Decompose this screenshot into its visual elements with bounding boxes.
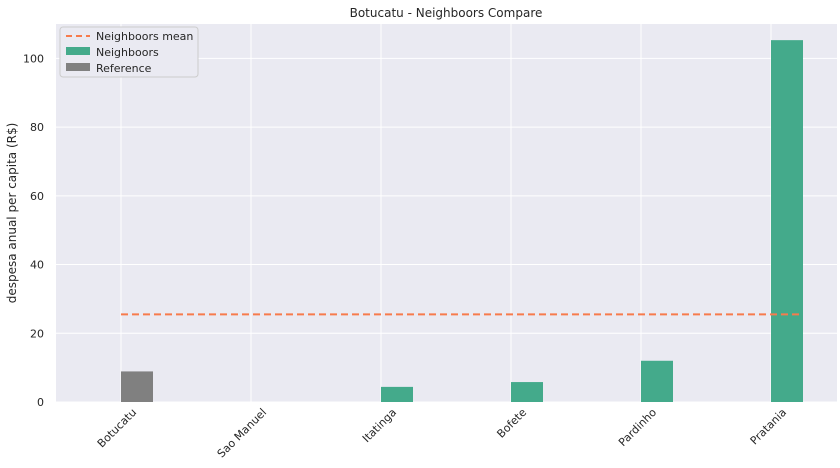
legend-reference-label: Reference bbox=[96, 62, 152, 75]
y-tick-label: 100 bbox=[23, 52, 44, 65]
x-tick-label: Pratania bbox=[748, 406, 789, 447]
x-tick-label: Sao Manuel bbox=[215, 406, 269, 460]
x-axis-ticks: Botucatu Sao Manuel Itatinga Bofete Pardinho… bbox=[95, 406, 789, 461]
bar-neighboors-itatinga bbox=[381, 386, 413, 402]
legend-neighbors-swatch bbox=[66, 47, 90, 55]
legend-reference-swatch bbox=[66, 63, 90, 71]
x-tick-label: Pardinho bbox=[616, 406, 659, 449]
legend-mean-label: Neighboors mean bbox=[96, 30, 193, 43]
y-tick-label: 20 bbox=[30, 327, 44, 340]
chart-title: Botucatu - Neighboors Compare bbox=[350, 6, 543, 20]
x-tick-label: Itatinga bbox=[360, 406, 399, 445]
legend-neighbors-label: Neighboors bbox=[96, 46, 159, 59]
x-tick-label: Bofete bbox=[494, 406, 529, 441]
y-tick-label: 40 bbox=[30, 259, 44, 272]
y-axis-ticks: 0 20 40 60 80 100 bbox=[23, 52, 44, 409]
y-axis-label: despesa anual per capita (R$) bbox=[5, 123, 19, 304]
bar-neighboors-bofete bbox=[511, 382, 543, 402]
legend-box bbox=[59, 26, 199, 78]
bar-neighboors-pratania bbox=[771, 40, 803, 402]
y-tick-label: 0 bbox=[37, 396, 44, 409]
x-tick-label: Botucatu bbox=[95, 406, 139, 450]
bars bbox=[121, 40, 803, 402]
y-tick-label: 60 bbox=[30, 190, 44, 203]
plot-background bbox=[56, 24, 837, 402]
bar-neighboors-pardinho bbox=[641, 360, 673, 402]
legend: Neighboors mean Neighboors Reference bbox=[59, 26, 199, 78]
bar-reference-botucatu bbox=[121, 371, 153, 402]
y-tick-label: 80 bbox=[30, 121, 44, 134]
